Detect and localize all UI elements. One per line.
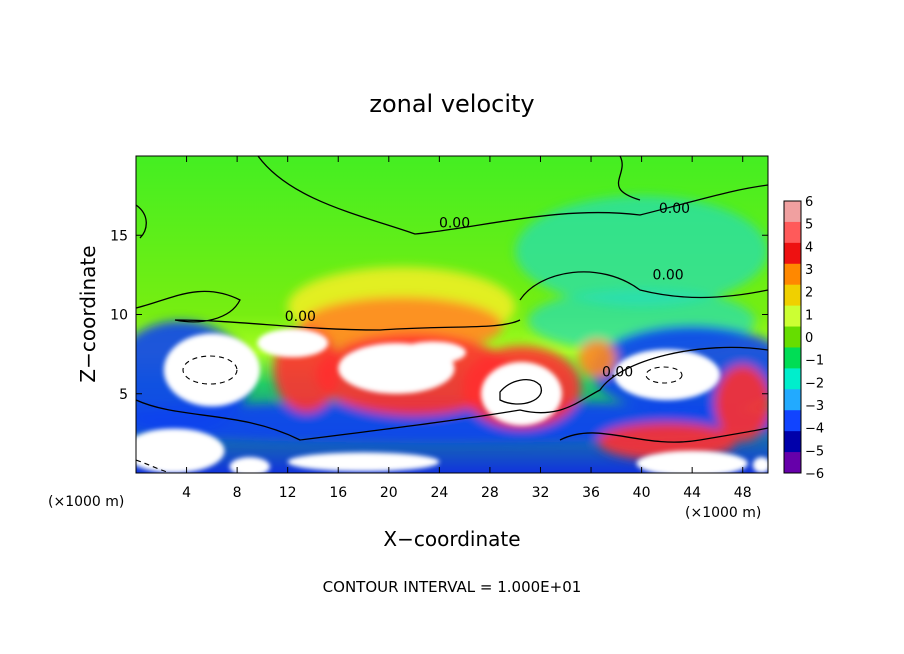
contour-labels: 0.00 0.00 0.00 0.00 0.00	[285, 201, 690, 380]
x-tick-label: 8	[233, 485, 242, 501]
contour-neg-right-vortex	[645, 366, 683, 384]
colorbar-tick-label: 4	[805, 240, 813, 255]
contour-interval-note: CONTOUR INTERVAL = 1.000E+01	[323, 578, 582, 596]
negative-contours	[136, 355, 683, 473]
x-tick-label: 32	[532, 485, 550, 501]
colorbar-swatch	[784, 242, 801, 265]
x-tick-label: 24	[430, 485, 448, 501]
field-white-region	[163, 333, 260, 407]
contour-zero-left-edge	[136, 204, 147, 239]
x-tick-label: 28	[481, 485, 499, 501]
contour-neg-left-vortex	[182, 355, 238, 385]
field-cyan-region	[515, 195, 768, 307]
field-white-region	[752, 457, 768, 473]
colorbar-swatch	[784, 368, 801, 390]
contour-zero-right	[519, 271, 768, 301]
x-tick-label: 40	[633, 485, 651, 501]
colorbar-swatch	[784, 201, 801, 223]
y-axis-label: Z−coordinate	[76, 245, 100, 382]
field-orange-region	[578, 339, 617, 378]
x-tick-label: 44	[683, 485, 701, 501]
colorbar-swatch	[784, 326, 801, 348]
plot-area: 0.00 0.00 0.00 0.00 0.00	[135, 155, 769, 474]
colorbar-swatch	[784, 221, 801, 244]
contour-zero-lower	[136, 346, 768, 441]
x-tick-label: 16	[329, 485, 347, 501]
y-tick-label: 10	[110, 308, 128, 324]
field-white-region	[636, 450, 748, 473]
colorbar-swatch	[784, 305, 801, 328]
contour-zero-upper-left	[257, 156, 768, 235]
x-tick-label: 20	[380, 485, 398, 501]
contour-neg-bottom-left	[136, 459, 171, 473]
colorbar: 6 5 4 3 2 1 0 −1 −2 −3 −4 −5 −6	[783, 195, 824, 482]
colorbar-tick-label: 1	[805, 308, 813, 323]
colorbar-swatch	[784, 263, 801, 286]
contour-zero-mid	[136, 290, 521, 331]
y-axis-ticks: 5 10 15	[110, 228, 768, 403]
colorbar-swatch	[784, 452, 801, 474]
colorbar-swatch	[784, 347, 801, 369]
x-tick-label: 48	[734, 485, 752, 501]
colorbar-tick-label: 6	[805, 195, 813, 210]
y-tick-label: 5	[119, 387, 128, 403]
colorbar-swatch	[784, 389, 801, 411]
colorbar-swatch	[784, 284, 801, 307]
x-tick-label: 4	[182, 485, 191, 501]
field-white-region	[229, 457, 270, 473]
x-units-right: (×1000 m)	[685, 505, 761, 521]
field-red-region	[714, 365, 768, 442]
colorbar-tick-label: −5	[805, 444, 824, 459]
x-tick-label: 12	[279, 485, 297, 501]
field-white-region	[481, 362, 562, 426]
chart-title: zonal velocity	[369, 90, 534, 118]
contour-label: 0.00	[653, 268, 684, 284]
colorbar-tick-label: −6	[805, 467, 824, 482]
contour-zero-right-low	[559, 427, 768, 443]
colorbar-tick-label: −2	[805, 376, 824, 391]
contour-label: 0.00	[439, 215, 470, 231]
x-units-left: (×1000 m)	[48, 494, 124, 510]
contour-label: 0.00	[285, 309, 316, 325]
colorbar-tick-label: 5	[805, 218, 813, 233]
contour-label: 0.00	[602, 364, 633, 380]
colorbar-swatch	[784, 410, 801, 432]
out-of-range-regions	[136, 328, 768, 473]
colorbar-tick-label: −1	[805, 354, 824, 369]
field-white-region	[136, 428, 225, 473]
field-white-region	[257, 328, 329, 358]
colorbar-tick-label: −3	[805, 399, 824, 414]
colorbar-tick-label: 0	[805, 331, 813, 346]
colorbar-frame	[783, 200, 802, 474]
colorbar-tick-label: 3	[805, 263, 813, 278]
contour-ten-right-vortex	[499, 379, 543, 405]
x-axis-ticks: 4 8 12 16 20 24 28 32 36 40 44 48	[182, 156, 752, 501]
contour-label: 0.00	[659, 201, 690, 217]
colorbar-tick-label: 2	[805, 286, 813, 301]
x-axis-label: X−coordinate	[383, 527, 520, 551]
contour-lines	[136, 156, 768, 443]
colorbar-swatch	[784, 431, 801, 453]
field-white-region	[287, 452, 440, 472]
colorbar-tick-label: −4	[805, 422, 824, 437]
x-tick-label: 36	[582, 485, 600, 501]
field-white-region	[613, 349, 720, 401]
field-white-region	[400, 341, 466, 364]
contour-zero-top-right	[617, 156, 641, 201]
y-tick-label: 15	[110, 228, 128, 244]
